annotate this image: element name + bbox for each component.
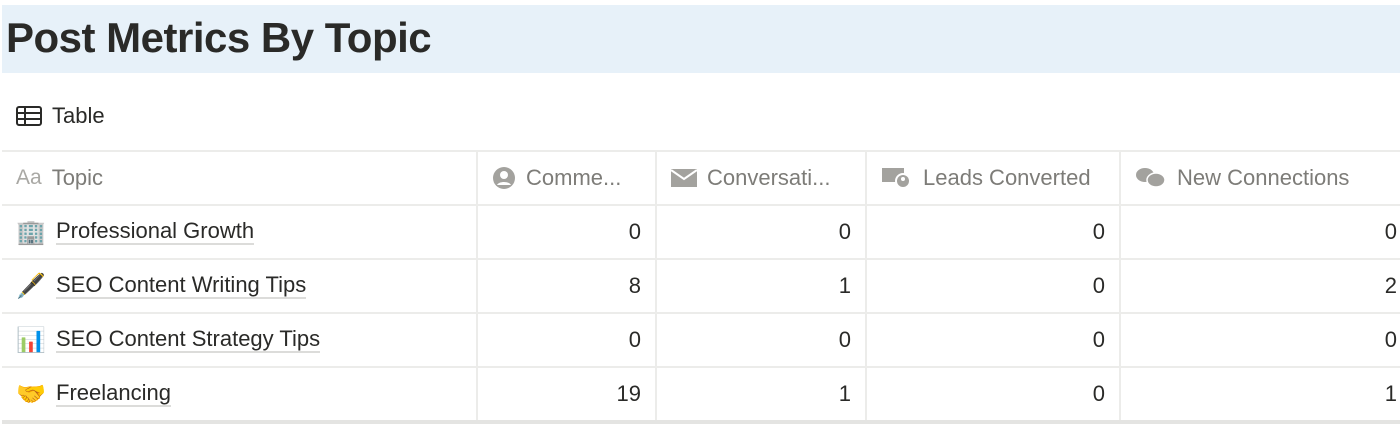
column-label: Leads Converted [923, 165, 1091, 190]
metrics-table: Aa Topic Comme... Conversati... Leads Con… [2, 150, 1400, 424]
money-person-icon [882, 168, 911, 189]
view-tab-table[interactable]: Table [16, 103, 105, 129]
table-row[interactable]: 🏢 Professional Growth 0 0 0 0 [2, 204, 1400, 260]
cell-conversations[interactable]: 0 [655, 204, 867, 260]
column-label: Topic [51, 165, 104, 190]
column-header-topic[interactable]: Aa Topic [2, 150, 478, 206]
cell-comments[interactable]: 0 [476, 204, 657, 260]
column-label: Conversati... [707, 165, 831, 190]
header-row: Aa Topic Comme... Conversati... Leads Con… [2, 150, 1400, 206]
envelope-icon [671, 169, 697, 187]
cell-leads-converted[interactable]: 0 [865, 312, 1121, 368]
cell-comments[interactable]: 0 [476, 312, 657, 368]
title-band [2, 5, 1400, 73]
cell-conversations[interactable]: 1 [655, 366, 867, 424]
cell-comments[interactable]: 8 [476, 258, 657, 314]
view-label: Table [52, 103, 105, 128]
cell-new-connections[interactable]: 1 [1119, 366, 1400, 424]
text-property-icon: Aa [16, 166, 42, 189]
page-title: Post Metrics By Topic [6, 14, 432, 61]
cell-new-connections[interactable]: 0 [1119, 312, 1400, 368]
column-header-comments[interactable]: Comme... [476, 150, 657, 206]
topic-link[interactable]: Freelancing [56, 380, 171, 407]
table-row[interactable]: 🤝 Freelancing 19 1 0 1 [2, 366, 1400, 424]
cell-topic[interactable]: 🖋️ SEO Content Writing Tips [2, 258, 478, 314]
cell-leads-converted[interactable]: 0 [865, 366, 1121, 424]
topic-emoji-icon: 🏢 [16, 218, 46, 246]
column-header-new-connections[interactable]: New Connections [1119, 150, 1400, 206]
topic-link[interactable]: SEO Content Strategy Tips [56, 326, 321, 353]
topic-emoji-icon: 🖋️ [16, 272, 46, 300]
column-header-conversations[interactable]: Conversati... [655, 150, 867, 206]
topic-link[interactable]: Professional Growth [56, 218, 255, 245]
table-icon [16, 106, 42, 126]
cell-new-connections[interactable]: 0 [1119, 204, 1400, 260]
cell-topic[interactable]: 🤝 Freelancing [2, 366, 478, 424]
cell-topic[interactable]: 📊 SEO Content Strategy Tips [2, 312, 478, 368]
cell-leads-converted[interactable]: 0 [865, 258, 1121, 314]
column-header-leads-converted[interactable]: Leads Converted [865, 150, 1121, 206]
cell-comments[interactable]: 19 [476, 366, 657, 424]
speech-bubbles-icon [1136, 168, 1166, 188]
cell-topic[interactable]: 🏢 Professional Growth [2, 204, 478, 260]
table-row[interactable]: 🖋️ SEO Content Writing Tips 8 1 0 2 [2, 258, 1400, 314]
cell-new-connections[interactable]: 2 [1119, 258, 1400, 314]
cell-conversations[interactable]: 1 [655, 258, 867, 314]
topic-emoji-icon: 📊 [16, 326, 46, 354]
cell-leads-converted[interactable]: 0 [865, 204, 1121, 260]
column-label: Comme... [526, 165, 622, 190]
topic-emoji-icon: 🤝 [16, 380, 46, 408]
cell-conversations[interactable]: 0 [655, 312, 867, 368]
column-label: New Connections [1177, 165, 1350, 190]
table-row[interactable]: 📊 SEO Content Strategy Tips 0 0 0 0 [2, 312, 1400, 368]
topic-link[interactable]: SEO Content Writing Tips [56, 272, 307, 299]
person-icon [493, 167, 515, 189]
